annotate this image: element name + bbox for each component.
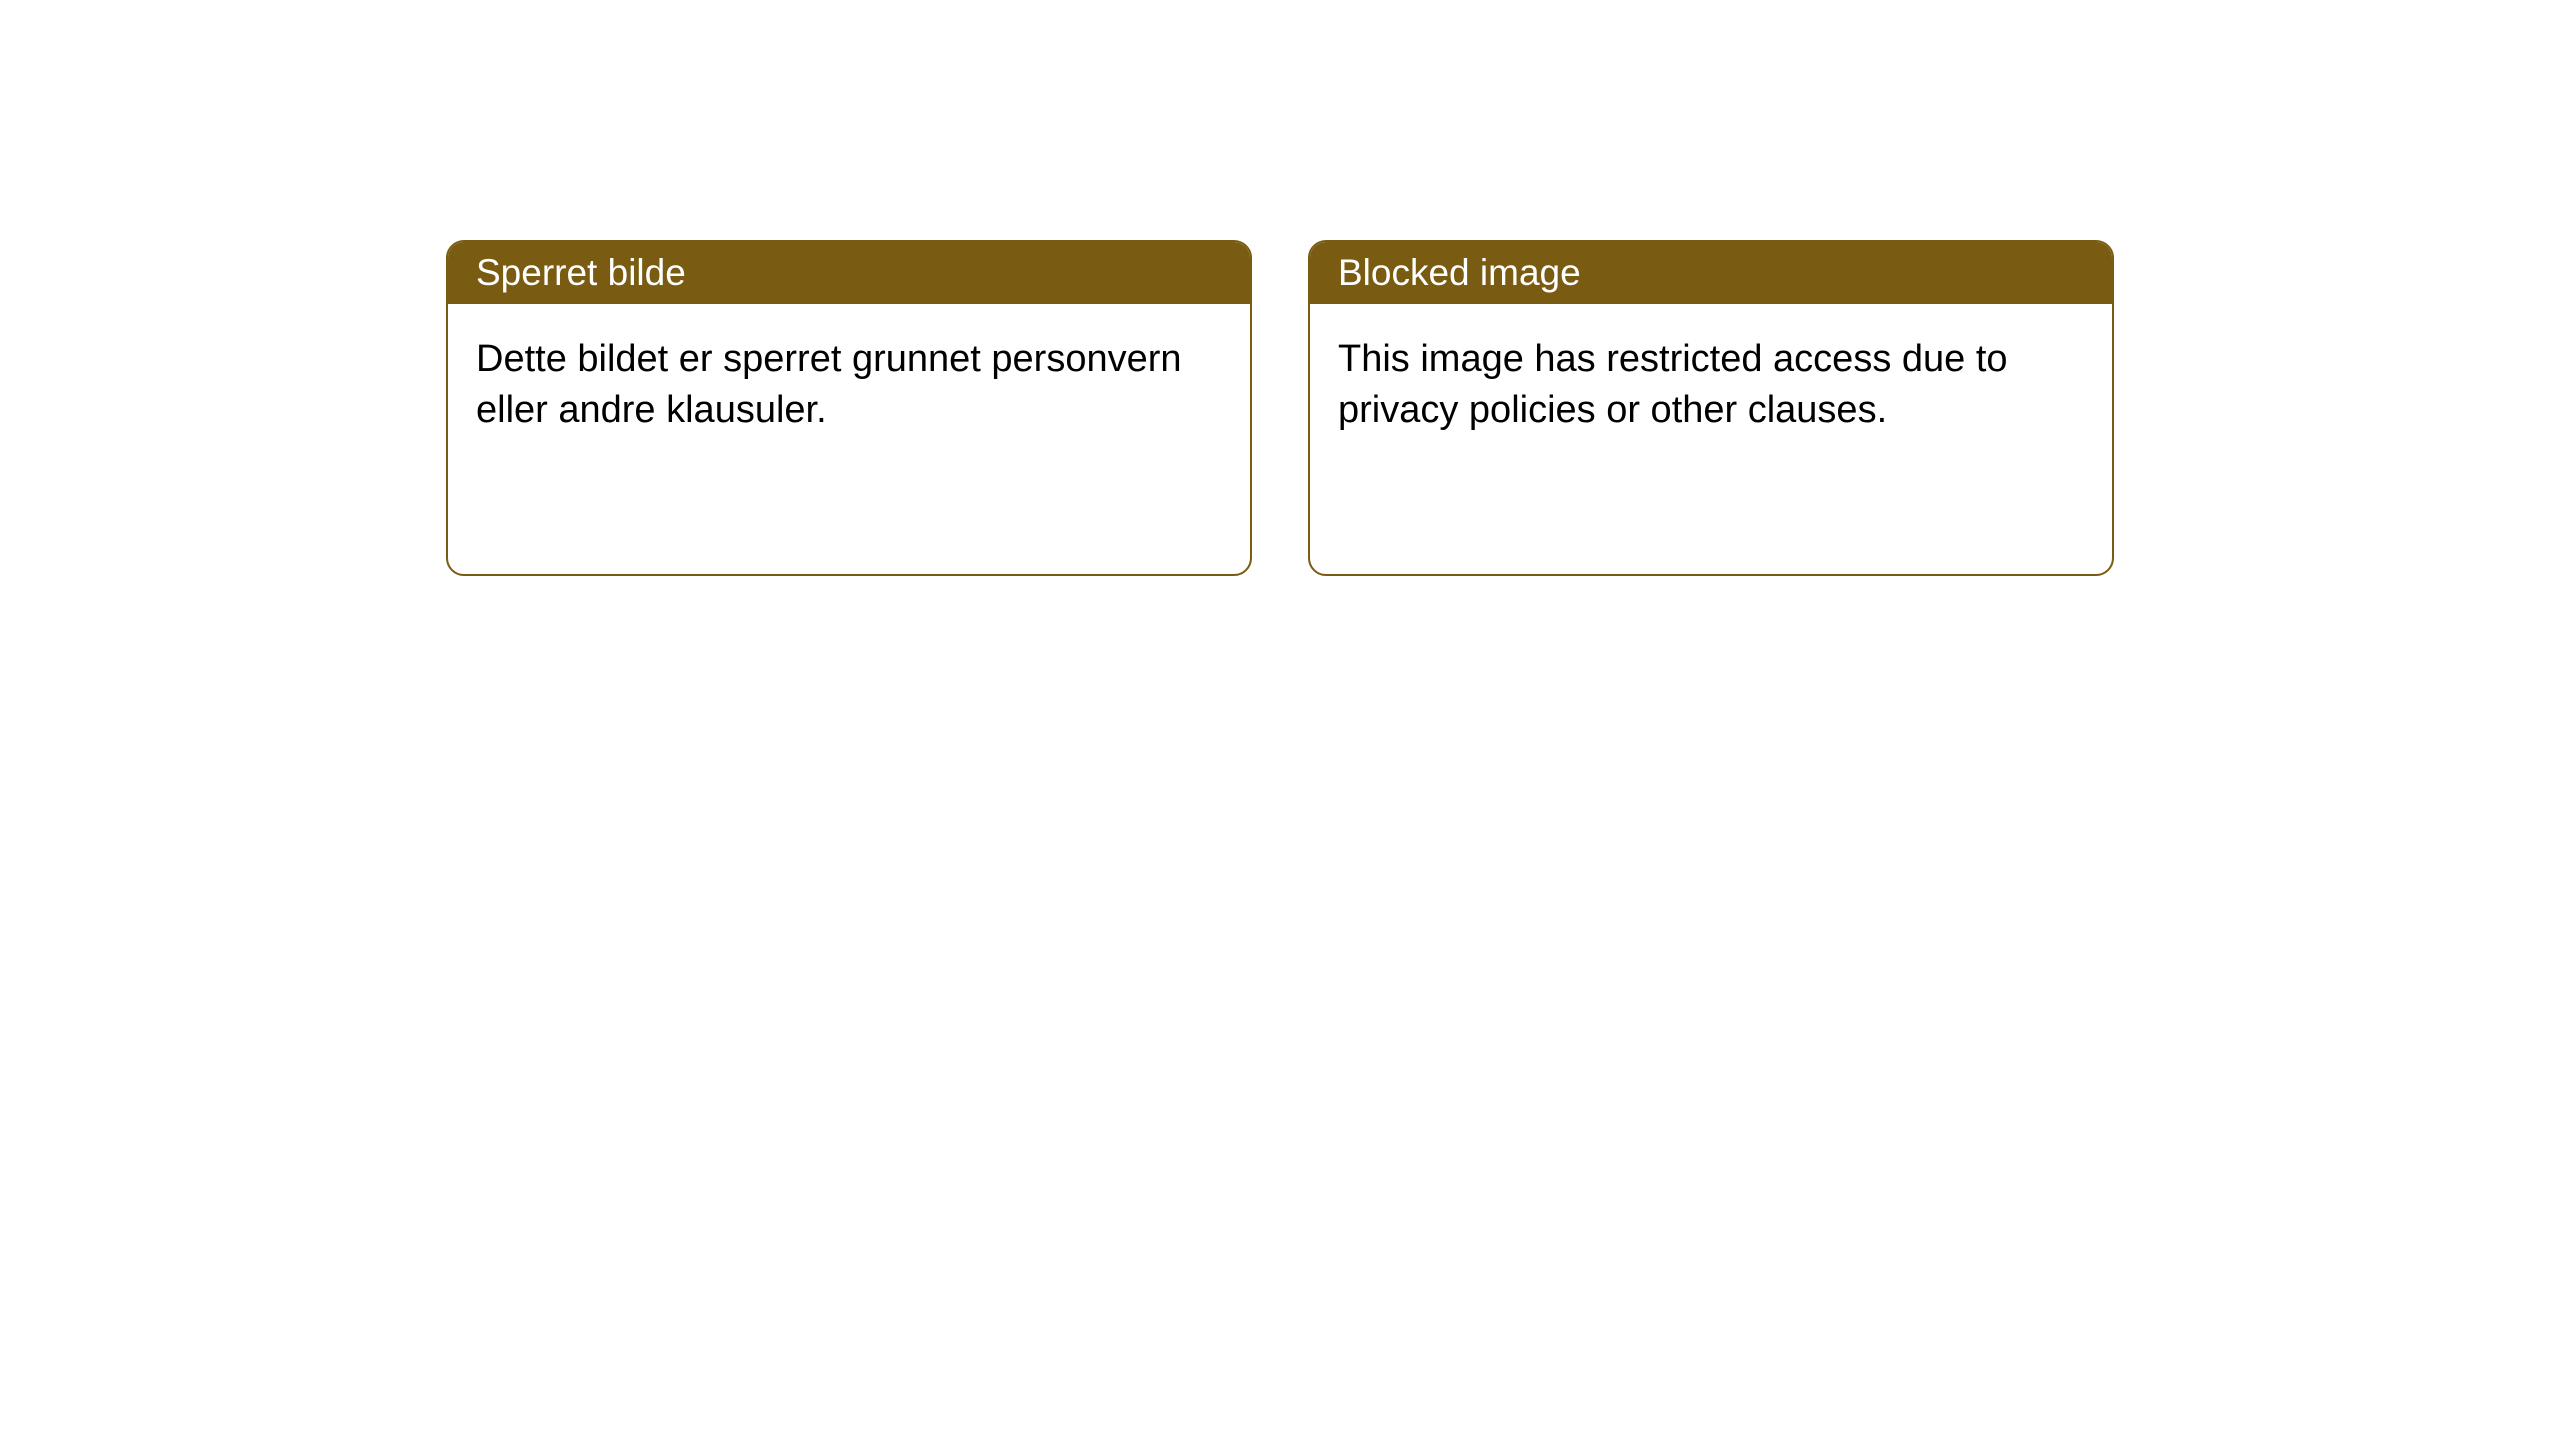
notice-body-en: This image has restricted access due to … xyxy=(1310,304,2112,574)
notice-text-no: Dette bildet er sperret grunnet personve… xyxy=(476,338,1182,431)
notice-body-no: Dette bildet er sperret grunnet personve… xyxy=(448,304,1250,574)
notice-header-no: Sperret bilde xyxy=(448,242,1250,304)
notice-card-en: Blocked image This image has restricted … xyxy=(1308,240,2114,576)
notice-container: Sperret bilde Dette bildet er sperret gr… xyxy=(446,240,2114,576)
notice-card-no: Sperret bilde Dette bildet er sperret gr… xyxy=(446,240,1252,576)
notice-text-en: This image has restricted access due to … xyxy=(1338,338,2008,431)
notice-title-en: Blocked image xyxy=(1338,252,1581,293)
notice-header-en: Blocked image xyxy=(1310,242,2112,304)
notice-title-no: Sperret bilde xyxy=(476,252,686,293)
